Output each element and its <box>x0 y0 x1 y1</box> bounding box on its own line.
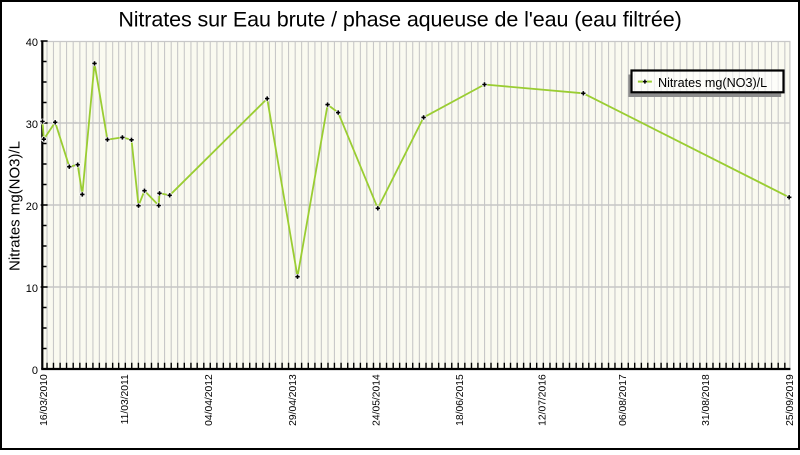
svg-text:0: 0 <box>32 365 38 377</box>
svg-text:30: 30 <box>26 119 38 131</box>
svg-text:40: 40 <box>26 37 38 49</box>
svg-text:18/06/2015: 18/06/2015 <box>455 374 466 426</box>
svg-text:24/05/2014: 24/05/2014 <box>371 374 382 426</box>
svg-text:20: 20 <box>26 201 38 213</box>
svg-text:Nitrates mg(NO3)/L: Nitrates mg(NO3)/L <box>7 141 24 271</box>
svg-text:29/04/2013: 29/04/2013 <box>288 374 299 426</box>
svg-text:12/07/2016: 12/07/2016 <box>537 374 548 426</box>
svg-text:Nitrates sur Eau brute / phase: Nitrates sur Eau brute / phase aqueuse d… <box>118 7 681 31</box>
svg-text:16/03/2010: 16/03/2010 <box>39 374 50 426</box>
svg-text:25/09/2019: 25/09/2019 <box>785 374 796 426</box>
svg-text:10: 10 <box>26 283 38 295</box>
svg-text:Nitrates mg(NO3)/L: Nitrates mg(NO3)/L <box>658 76 767 90</box>
svg-text:31/08/2018: 31/08/2018 <box>701 374 712 426</box>
svg-text:11/03/2011: 11/03/2011 <box>120 374 131 424</box>
svg-text:06/08/2017: 06/08/2017 <box>618 374 629 426</box>
svg-text:04/04/2012: 04/04/2012 <box>204 374 215 426</box>
